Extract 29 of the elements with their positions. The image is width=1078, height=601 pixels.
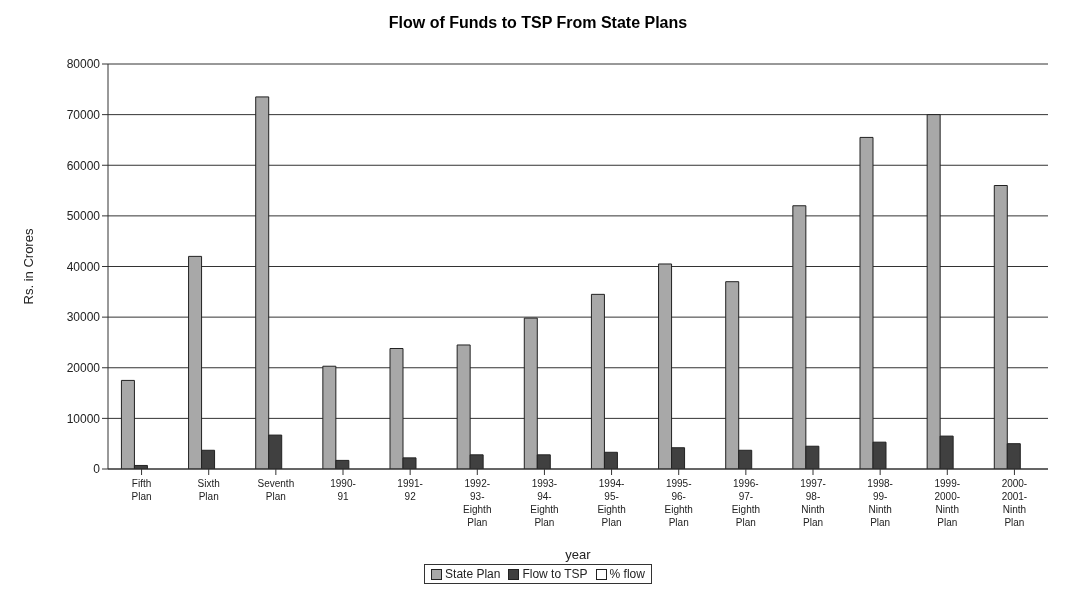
x-tick-label: 1994-95-Eighth Plan	[597, 478, 626, 528]
x-axis-title: year	[565, 547, 592, 562]
x-tick-label: 1997-98-Ninth Plan	[800, 478, 826, 528]
y-tick-label: 60000	[66, 158, 101, 173]
y-tick-label: 30000	[66, 310, 101, 325]
y-tick-label: 40000	[66, 259, 101, 274]
x-tick-label: 1991-92	[397, 478, 423, 502]
y-tick-label: 70000	[66, 107, 101, 122]
x-tick-label: 1995-96-Eighth Plan	[664, 478, 693, 528]
legend-label: % flow	[608, 567, 645, 581]
y-axis-title: Rs. in Crores	[20, 228, 36, 305]
x-tick-label: 1999-2000-Ninth Plan	[934, 478, 961, 528]
x-tick-label: 1998-99-Ninth Plan	[867, 478, 893, 528]
x-tick-label: 2000-2001-Ninth Plan	[1001, 478, 1028, 528]
legend-label: Flow to TSP	[521, 567, 588, 581]
x-tick-label: 1992-93-Eighth Plan	[463, 478, 492, 528]
x-tick-label: Sixth Plan	[197, 478, 220, 502]
y-tick-label: 20000	[66, 361, 101, 376]
x-tick-label: Seventh Plan	[257, 478, 295, 502]
legend-label: State Plan	[444, 567, 501, 581]
x-tick-label: Fifth Plan	[131, 478, 152, 502]
y-tick-label: 50000	[66, 209, 101, 224]
x-tick-label: 1990-91	[330, 478, 356, 502]
y-tick-label: 10000	[66, 411, 101, 426]
x-tick-label: 1993-94-Eighth Plan	[530, 478, 559, 528]
y-tick-label: 80000	[66, 57, 101, 72]
x-tick-label: 1996-97-Eighth Plan	[731, 478, 761, 528]
y-tick-label: 0	[93, 462, 101, 477]
chart-title: Flow of Funds to TSP From State Plans	[387, 13, 689, 33]
